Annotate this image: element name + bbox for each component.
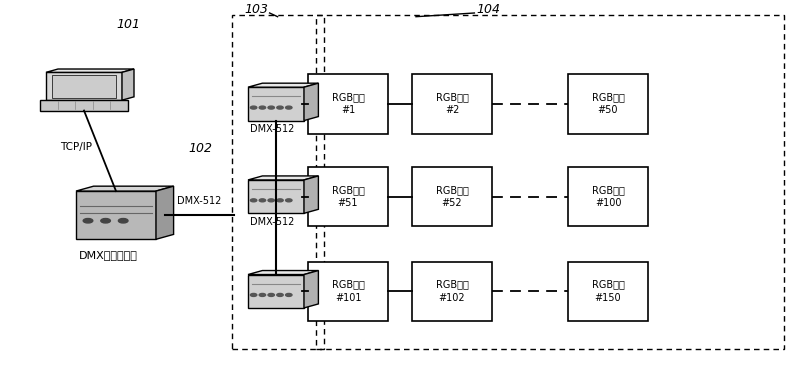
FancyBboxPatch shape [51, 75, 117, 98]
Polygon shape [248, 270, 318, 275]
Text: DMX信号发生器: DMX信号发生器 [78, 250, 138, 260]
Text: 101: 101 [116, 17, 140, 31]
FancyBboxPatch shape [308, 262, 388, 321]
Text: 103: 103 [244, 3, 268, 16]
Circle shape [83, 219, 93, 223]
Circle shape [268, 293, 274, 296]
Text: RGB灯具
#100: RGB灯具 #100 [591, 185, 625, 208]
Circle shape [286, 293, 292, 296]
Text: RGB灯具
#102: RGB灯具 #102 [435, 280, 469, 303]
Circle shape [286, 199, 292, 202]
Text: RGB灯具
#51: RGB灯具 #51 [331, 185, 365, 208]
Circle shape [277, 293, 283, 296]
FancyBboxPatch shape [76, 191, 156, 239]
FancyBboxPatch shape [568, 74, 648, 134]
Text: 102: 102 [188, 142, 212, 155]
FancyBboxPatch shape [568, 262, 648, 321]
FancyBboxPatch shape [248, 87, 304, 121]
Circle shape [250, 106, 257, 109]
Circle shape [250, 293, 257, 296]
FancyBboxPatch shape [248, 275, 304, 308]
FancyBboxPatch shape [40, 100, 128, 111]
Circle shape [259, 106, 266, 109]
FancyBboxPatch shape [412, 74, 492, 134]
FancyBboxPatch shape [308, 74, 388, 134]
Text: DMX-512: DMX-512 [177, 196, 222, 206]
FancyBboxPatch shape [46, 72, 122, 100]
Circle shape [268, 106, 274, 109]
Circle shape [101, 219, 110, 223]
Text: RGB灯具
#150: RGB灯具 #150 [591, 280, 625, 303]
FancyBboxPatch shape [568, 167, 648, 226]
Polygon shape [156, 186, 174, 239]
FancyBboxPatch shape [308, 167, 388, 226]
Text: DMX-512: DMX-512 [250, 217, 294, 227]
FancyBboxPatch shape [412, 167, 492, 226]
FancyBboxPatch shape [412, 262, 492, 321]
Circle shape [259, 199, 266, 202]
Polygon shape [248, 83, 318, 87]
Text: RGB灯具
#52: RGB灯具 #52 [435, 185, 469, 208]
Text: RGB灯具
#1: RGB灯具 #1 [331, 92, 365, 115]
Text: RGB灯具
#50: RGB灯具 #50 [591, 92, 625, 115]
Polygon shape [304, 176, 318, 213]
Polygon shape [46, 69, 134, 72]
Text: RGB灯具
#101: RGB灯具 #101 [331, 280, 365, 303]
Polygon shape [76, 186, 174, 191]
Text: 104: 104 [476, 3, 500, 16]
Circle shape [118, 219, 128, 223]
Text: DMX-512: DMX-512 [250, 124, 294, 134]
Circle shape [250, 199, 257, 202]
Text: TCP/IP: TCP/IP [60, 142, 92, 151]
Circle shape [259, 293, 266, 296]
Circle shape [277, 199, 283, 202]
Polygon shape [122, 69, 134, 100]
FancyBboxPatch shape [248, 180, 304, 213]
Polygon shape [304, 270, 318, 308]
Text: RGB灯具
#2: RGB灯具 #2 [435, 92, 469, 115]
Circle shape [268, 199, 274, 202]
Polygon shape [248, 176, 318, 180]
Circle shape [277, 106, 283, 109]
Polygon shape [304, 83, 318, 121]
Circle shape [286, 106, 292, 109]
